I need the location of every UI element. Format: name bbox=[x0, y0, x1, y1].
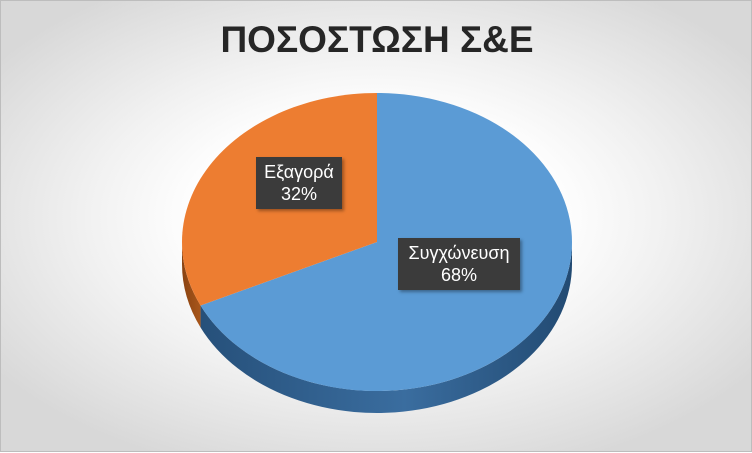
pie-slice-synchoneusi-side bbox=[200, 242, 573, 413]
pie-slice-synchoneusi bbox=[200, 93, 573, 392]
data-label-exagora: Εξαγορά 32% bbox=[256, 157, 342, 209]
data-label-category: Εξαγορά bbox=[264, 162, 334, 182]
data-label-category: Συγχώνευση bbox=[408, 243, 510, 263]
chart-title: ΠΟΣΟΣΤΩΣΗ Σ&Ε bbox=[220, 19, 534, 60]
data-label-value: 68% bbox=[440, 265, 478, 285]
data-label-synchoneusi: Συγχώνευση 68% bbox=[398, 238, 520, 290]
pie-slice-exagora-side bbox=[182, 242, 201, 328]
data-label-value: 32% bbox=[280, 184, 318, 204]
